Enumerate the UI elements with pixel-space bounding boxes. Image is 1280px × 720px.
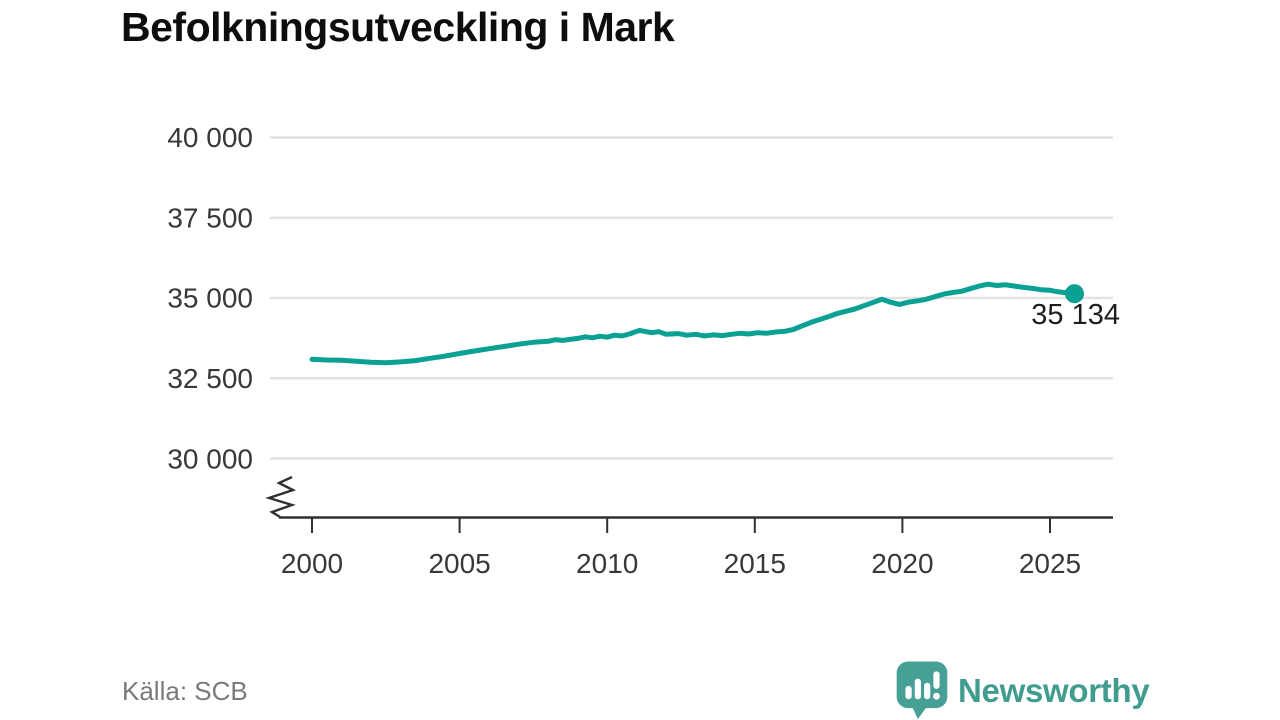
source-text: Källa: SCB [122,676,248,706]
x-tick-label-2020: 2020 [871,548,933,579]
x-tick-label-2000: 2000 [281,548,343,579]
end-point-dot [1065,284,1084,304]
chart-title: Befolkningsutveckling i Mark [121,4,675,50]
y-tick-label-40000: 40 000 [167,122,253,153]
newsworthy-logo-text: Newsworthy [958,672,1150,709]
bar-chart-speech-bubble-icon [896,661,948,719]
newsworthy-logo: Newsworthy [895,660,1150,720]
x-tick-label-2010: 2010 [576,548,638,579]
speech-bubble [896,661,948,719]
x-tick-label-2005: 2005 [428,548,490,579]
x-tick-label-2025: 2025 [1019,548,1081,579]
mini-bar-chart-exclamation [905,671,940,700]
axis-break-icon [265,475,297,519]
end-point-label: 35 134 [1031,299,1120,331]
x-tick-label-2015: 2015 [724,548,786,579]
y-tick-label-32500: 32 500 [167,363,253,394]
y-tick-label-30000: 30 000 [167,444,253,475]
y-tick-label-35000: 35 000 [167,283,253,314]
y-tick-label-37500: 37 500 [167,203,253,234]
population-line [309,281,1077,366]
